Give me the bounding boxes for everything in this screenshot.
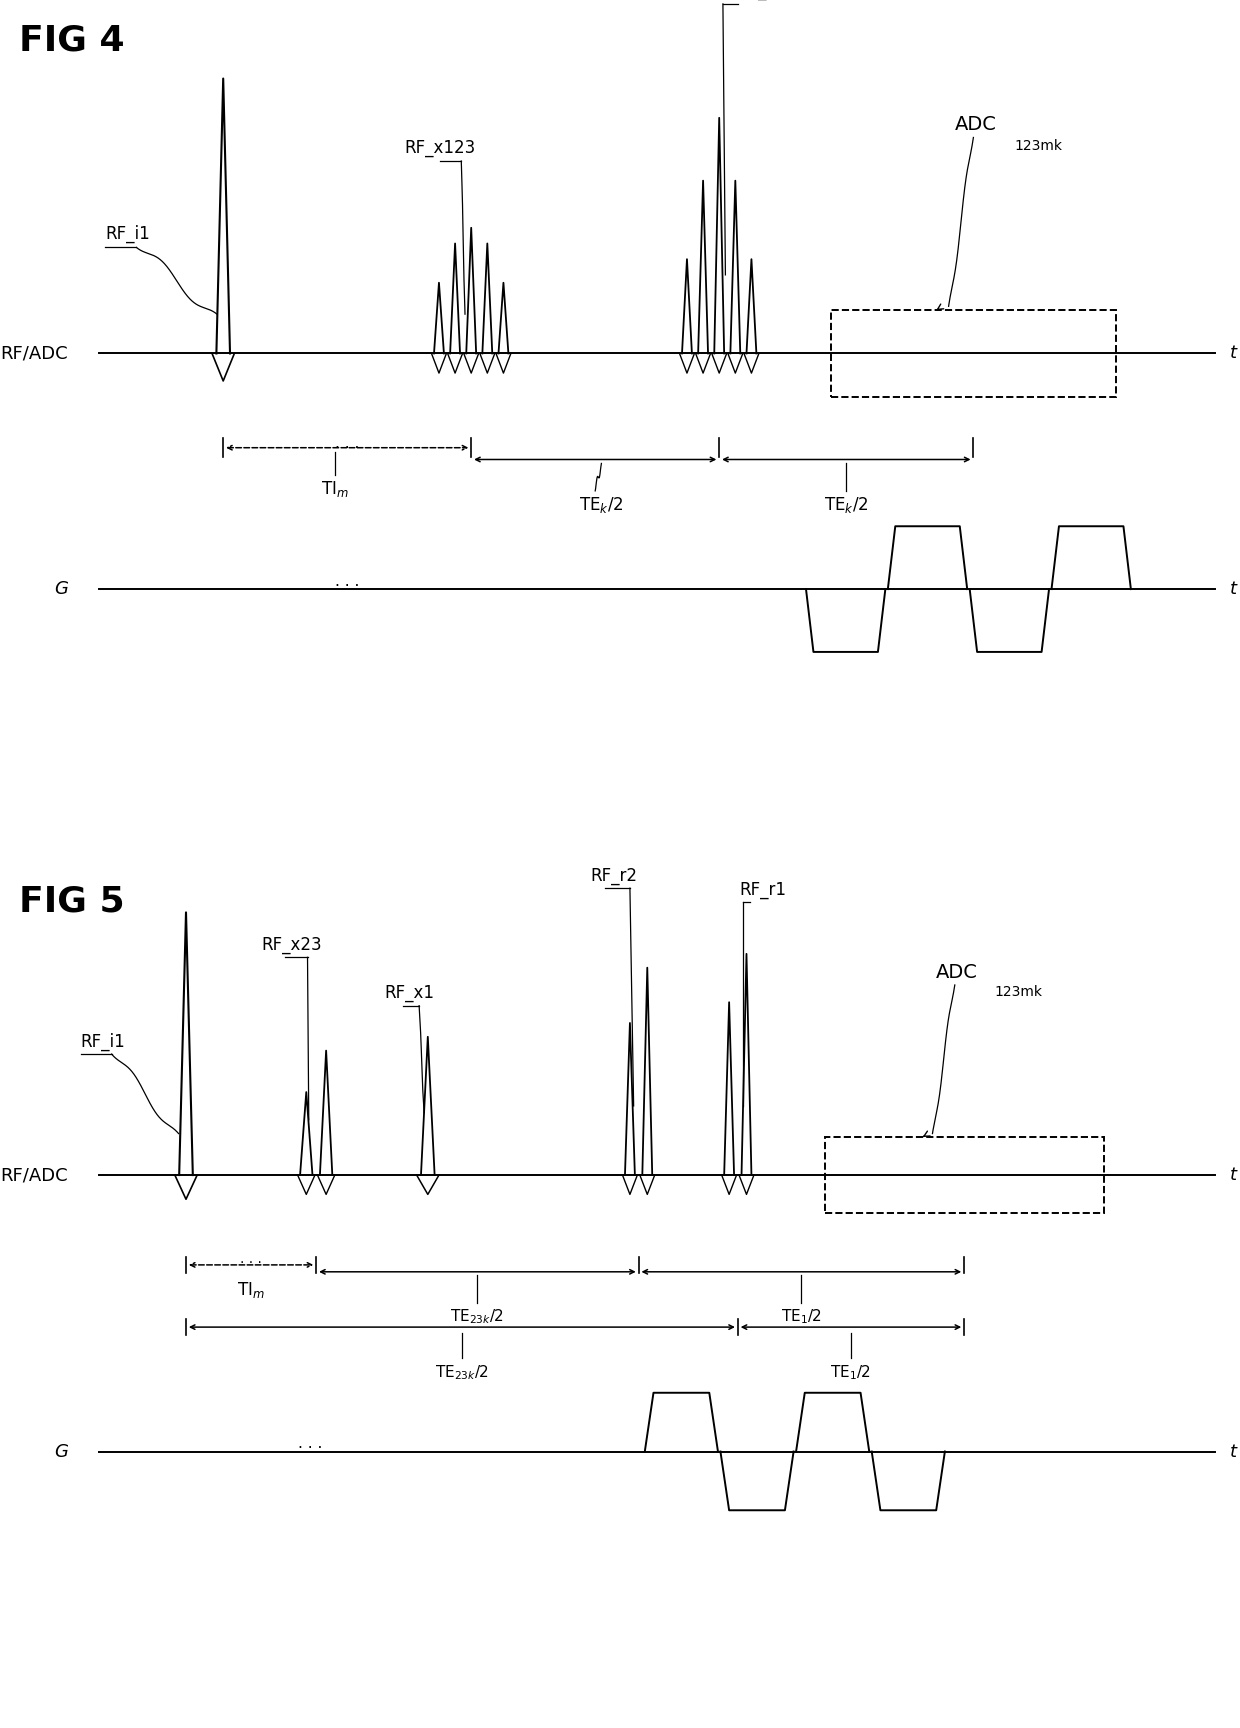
Text: RF_r2: RF_r2 [590,867,637,885]
Text: FIG 5: FIG 5 [19,885,124,919]
Text: t: t [1230,581,1238,598]
Text: . . .: . . . [335,574,360,589]
Text: TE$_k$/2: TE$_k$/2 [825,494,868,515]
Text: . . .: . . . [335,435,360,451]
Text: RF_x1: RF_x1 [384,985,434,1002]
Text: FIG 4: FIG 4 [19,24,124,57]
Text: TE$_1$/2: TE$_1$/2 [781,1308,822,1327]
Text: TE$_k$/2: TE$_k$/2 [579,494,624,515]
Text: RF_x123: RF_x123 [404,138,476,157]
Text: 123mk: 123mk [994,985,1043,999]
Text: RF/ADC: RF/ADC [0,344,68,363]
Text: RF_i1: RF_i1 [105,225,150,244]
Text: RF_r1: RF_r1 [739,881,786,899]
Text: . . .: . . . [241,1253,262,1267]
Text: TE$_{23k}$/2: TE$_{23k}$/2 [435,1363,489,1382]
Text: TE$_{23k}$/2: TE$_{23k}$/2 [450,1308,505,1327]
Text: . . .: . . . [298,1436,322,1452]
Text: 123mk: 123mk [1014,140,1063,154]
Text: t: t [1230,1166,1238,1184]
Text: G: G [55,1443,68,1460]
Bar [831,311,1116,397]
Text: TI$_m$: TI$_m$ [321,479,348,499]
Text: t: t [1230,1443,1238,1460]
Text: G: G [55,581,68,598]
Text: TI$_m$: TI$_m$ [237,1280,265,1299]
Text: t: t [1230,344,1238,363]
Text: ADC: ADC [936,962,978,982]
Text: RF_x23: RF_x23 [262,937,321,954]
Text: TE$_1$/2: TE$_1$/2 [831,1363,872,1382]
Bar [825,1137,1104,1213]
Text: RF/ADC: RF/ADC [0,1166,68,1184]
Text: RF_i1: RF_i1 [81,1032,125,1051]
Text: ADC: ADC [955,114,997,133]
